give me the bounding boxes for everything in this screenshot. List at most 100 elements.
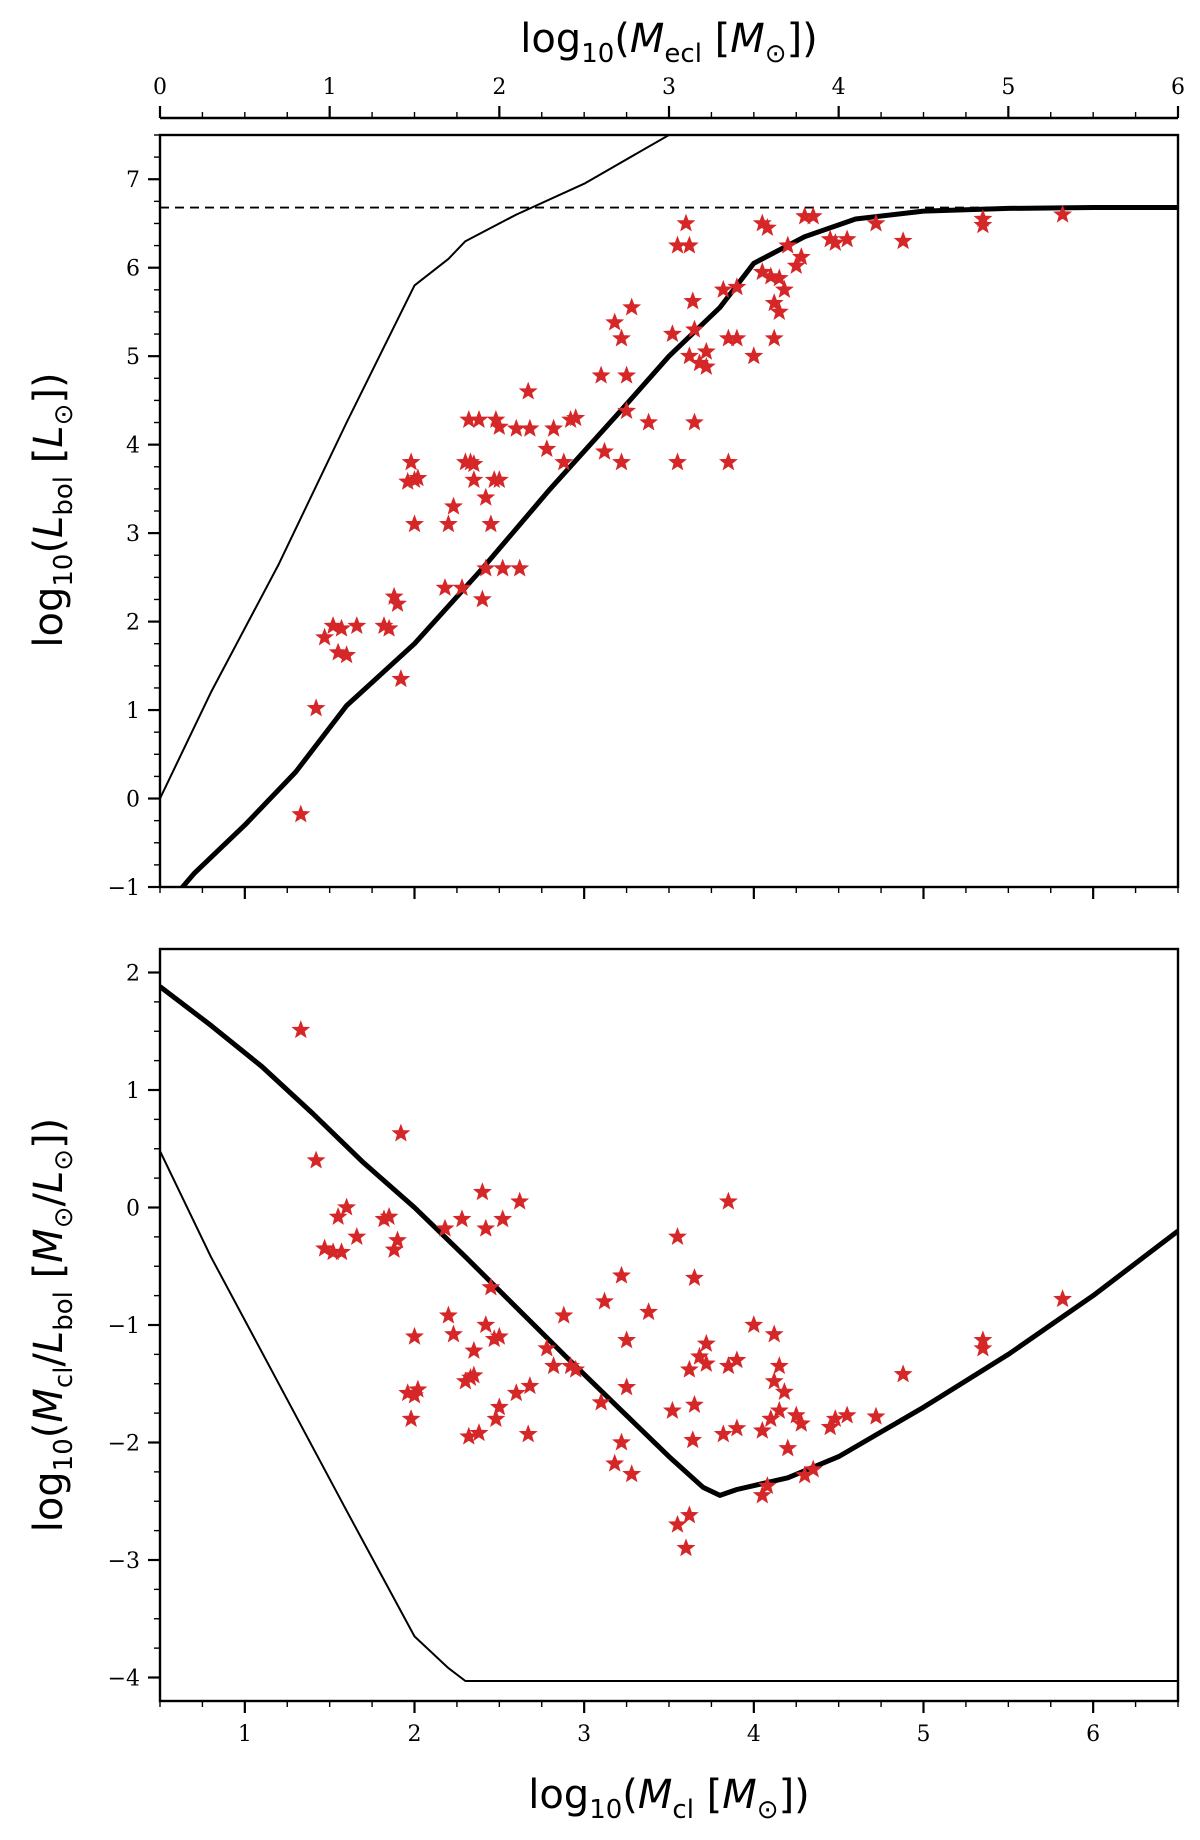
cluster-point [506,418,526,437]
cluster-point [510,558,530,577]
bottom-x-axis-label: log10(Mcl [M⊙]) [528,1772,810,1825]
cluster-point [379,618,399,637]
cluster-point [866,213,886,232]
y-tick-label: 5 [126,345,140,370]
cluster-point [405,1326,424,1345]
cluster-point [639,412,659,431]
cluster-point [639,1302,659,1321]
cluster-point [769,301,789,320]
cluster-point [825,1409,845,1428]
cluster-point [435,1218,455,1237]
cluster-point [690,1346,709,1365]
bottom-plot-frame [158,947,1180,1703]
cluster-point [676,213,696,232]
cluster-point [774,279,794,298]
top-secondary-x-axis-label: log10(Mecl [M⊙]) [520,16,818,69]
cluster-point [464,1365,484,1384]
cluster-point [825,232,845,251]
cluster-point [481,514,501,533]
y-tick-label: −1 [108,1314,140,1339]
cluster-point [388,593,407,612]
cluster-point [391,669,411,688]
y-tick-label: 6 [126,257,140,282]
cluster-point [476,558,496,577]
cluster-point [476,1315,496,1334]
plot-area [160,135,1178,887]
cluster-point [486,1409,506,1428]
cluster-point [605,312,625,331]
y-tick-label: −4 [108,1667,140,1692]
cluster-point [405,514,424,533]
cluster-point [493,1209,513,1228]
cluster-point [973,215,993,234]
x-tick-label: 2 [408,1722,422,1747]
cluster-point [306,1150,326,1169]
cluster-point [744,1315,764,1334]
cluster-point [384,1239,404,1258]
cluster-point [668,1226,687,1245]
cluster-point [696,341,716,360]
cluster-point [676,1538,696,1557]
cluster-point [489,417,509,435]
cluster-point [332,1242,351,1261]
cluster-point [591,1392,611,1411]
cluster-point [408,1379,428,1398]
top-panel: −1 0 1 2 3 4 5 6 7 0 1 2 3 4 5 6 log10(Mecl [M⊙]) log1… [26,16,1185,901]
y-tick-label: 2 [126,611,140,636]
cluster-point [764,1371,784,1390]
cluster-point [668,1514,687,1533]
cluster-point [803,1459,823,1478]
cluster-point [757,217,777,236]
y-tick-label: 3 [126,522,140,547]
model-curve [179,205,1178,887]
cluster-point [544,418,564,437]
y-tick-label: 0 [126,1197,140,1222]
cluster-point [679,346,699,365]
top-y-axis-label: log10(Lbol [L⊙]) [26,372,79,647]
cluster-point [764,293,784,312]
cluster-point [752,1420,772,1439]
cluster-point [438,514,458,533]
cluster-point [727,1350,747,1369]
cluster-point [1053,204,1073,223]
cluster-point [679,1505,699,1524]
secondary-x-tick-label: 2 [492,75,506,100]
cluster-point [315,1238,335,1257]
cluster-point [518,1424,538,1443]
cluster-point [520,418,540,437]
model-curve [160,984,1178,1498]
bottom-y-axis-label: log10(Mcl/Lbol [M⊙/L⊙]) [26,1118,79,1533]
x-tick-label: 1 [238,1722,252,1747]
cluster-point [718,1191,738,1210]
cluster-point [612,328,631,347]
cluster-point [769,1356,789,1375]
cluster-point [622,1464,642,1483]
y-tick-label: 4 [126,434,140,459]
cluster-point [510,1191,530,1210]
cluster-point [472,1182,492,1201]
cluster-point [554,1305,574,1324]
secondary-x-tick-label: 5 [1001,75,1015,100]
cluster-point [493,558,513,577]
y-tick-label: 1 [126,1079,140,1104]
cluster-point [778,1438,798,1457]
cluster-point [786,1405,806,1424]
cluster-point [537,1338,557,1357]
secondary-x-tick-label: 1 [323,75,337,100]
cluster-point [518,381,538,400]
cluster-point [617,365,637,384]
cluster-point [744,346,764,365]
cluster-point [685,1395,704,1413]
cluster-point [685,319,704,338]
x-tick-label: 5 [917,1722,931,1747]
cluster-point [566,408,586,427]
cluster-point [617,1377,637,1396]
cluster-point [696,356,716,375]
cluster-point [893,231,913,250]
top-axis-ticks: −1 0 1 2 3 4 5 6 7 [108,134,1179,901]
cluster-point [764,1324,784,1343]
cluster-point [605,1453,625,1472]
ecl-limit-curve [160,135,670,799]
cluster-point [727,1418,747,1437]
cluster-point [444,496,463,515]
